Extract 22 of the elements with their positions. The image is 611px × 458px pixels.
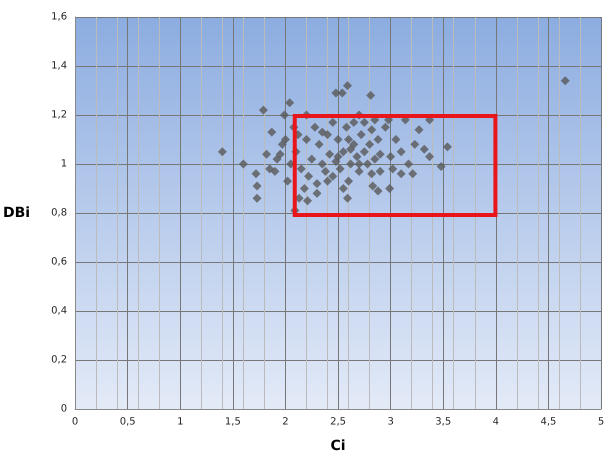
x-tick-label: 3,5 [435, 416, 452, 428]
y-axis-title: DBi [2, 205, 30, 221]
x-tick-label: 4,5 [540, 416, 556, 428]
y-tick-label: 1,4 [51, 60, 68, 72]
x-tick-label: 2 [282, 416, 289, 428]
x-tick-label: 0,5 [120, 416, 136, 428]
x-tick-label: 0 [72, 416, 78, 428]
x-tick-label: 1,5 [224, 416, 241, 428]
y-tick-label: 1,2 [51, 110, 68, 120]
y-tick-label: 0 [60, 404, 68, 414]
y-tick-label: 0,4 [51, 306, 68, 316]
x-tick-label: 4 [492, 416, 500, 428]
y-tick-label: 1,6 [51, 12, 68, 22]
x-tick-label: 1 [177, 416, 184, 428]
y-tick-label: 0,2 [51, 354, 68, 366]
x-axis-title: Ci [330, 438, 346, 454]
x-tick-label: 3 [387, 416, 394, 428]
y-tick-label: 0,8 [51, 208, 68, 218]
x-tick-label: 5 [598, 416, 604, 428]
x-tick-label: 2,5 [330, 416, 346, 428]
y-tick-label: 1 [60, 158, 68, 170]
y-tick-label: 0,6 [51, 256, 68, 268]
